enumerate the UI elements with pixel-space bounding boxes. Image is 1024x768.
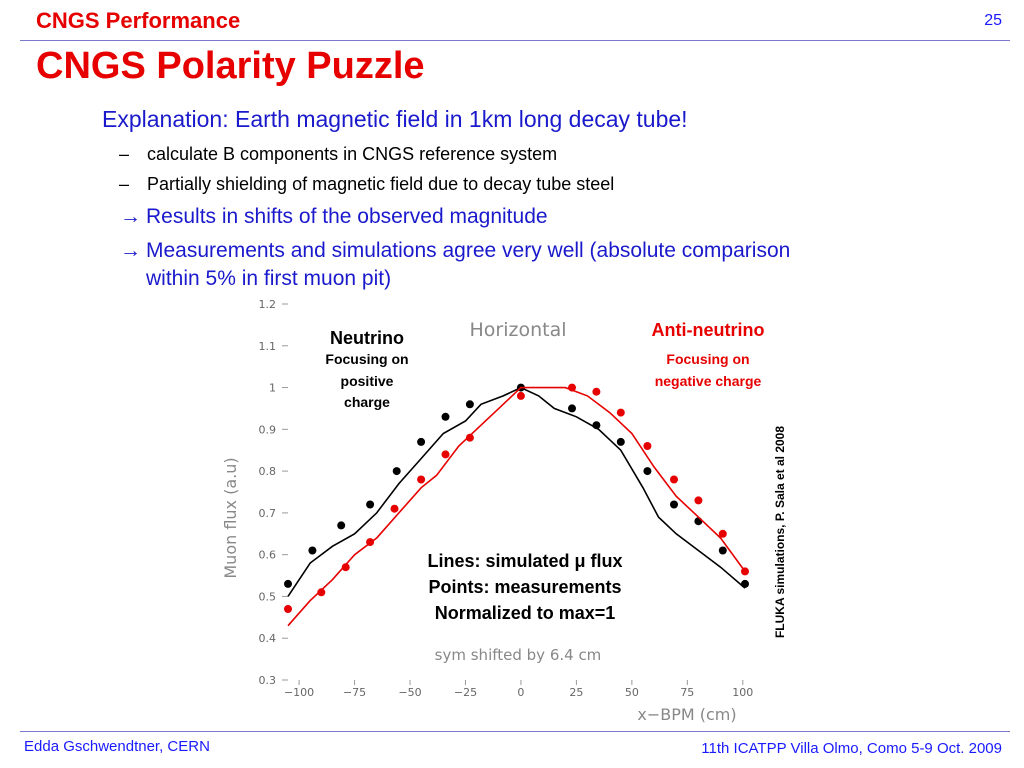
footer-divider — [20, 731, 1010, 732]
neutrino-label-title: Neutrino — [330, 328, 404, 348]
y-tick-label: 0.4 — [259, 632, 277, 645]
sub-bullet: – calculate B components in CNGS referen… — [119, 144, 558, 165]
slide-title: CNGS Polarity Puzzle — [36, 45, 425, 87]
neutrino-measurement-point — [337, 521, 346, 530]
anti-neutrino-measurement-point — [366, 538, 375, 547]
anti-neutrino-simulation-line — [287, 386, 746, 627]
chart-title: Horizontal — [469, 319, 566, 341]
x-tick-label: −100 — [284, 686, 314, 699]
neutrino-measurement-point — [643, 467, 652, 476]
anti-neutrino-measurement-point — [284, 605, 292, 613]
arrow-right-icon: → — [120, 239, 141, 262]
y-tick-label: 1 — [269, 382, 276, 395]
y-tick-label: 1.1 — [259, 340, 277, 353]
neutrino-measurement-point — [568, 404, 576, 413]
y-tick-label: 1.2 — [259, 298, 277, 311]
neutrino-measurement-point — [417, 437, 426, 446]
x-tick-label: −50 — [398, 686, 421, 699]
legend-line: Points: measurements — [428, 577, 621, 597]
x-tick-label: 0 — [517, 686, 524, 699]
section-title: CNGS Performance — [36, 8, 241, 33]
neutrino-measurement-point — [284, 579, 292, 588]
neutrino-measurement-point — [592, 421, 601, 430]
neutrino-label-line: positive — [341, 373, 394, 389]
arrow-bullet-text: Measurements and simulations agree very … — [146, 239, 791, 290]
x-tick-label: 50 — [625, 686, 639, 699]
anti-neutrino-measurement-point — [670, 475, 678, 484]
neutrino-measurement-point — [366, 500, 375, 509]
x-tick-label: 75 — [680, 686, 694, 699]
x-tick-label: −25 — [454, 686, 477, 699]
antineutrino-label-line: Focusing on — [666, 351, 749, 367]
neutrino-measurement-point — [694, 517, 703, 526]
footer-conference: 11th ICATPP Villa Olmo, Como 5-9 Oct. 20… — [701, 740, 1002, 757]
anti-neutrino-measurement-point — [317, 588, 326, 597]
arrow-right-icon: → — [120, 205, 141, 228]
muon-flux-chart: 0.3 0.4 0.5 0.6 0.7 0.8 0.9 1 1.1 1.2 −100 −75 −50 −2… — [221, 298, 787, 724]
arrow-bullet-text: Results in shifts of the observed magnit… — [146, 205, 548, 228]
arrow-bullet: → Measurements and simulations agree ver… — [120, 237, 826, 293]
sub-bullet-text: calculate B components in CNGS reference… — [147, 144, 558, 164]
y-tick-label: 0.6 — [259, 549, 277, 562]
y-tick-label: 0.9 — [259, 423, 277, 436]
y-tick-label: 0.7 — [259, 507, 277, 520]
shift-annotation: sym shifted by 6.4 cm — [435, 646, 602, 664]
neutrino-measurement-point — [670, 500, 678, 509]
footer-author: Edda Gschwendtner, CERN — [24, 738, 210, 755]
x-tick-label: 25 — [569, 686, 583, 699]
neutrino-measurement-point — [392, 467, 401, 476]
x-tick-label: −75 — [343, 686, 366, 699]
sub-bullet-text: Partially shielding of magnetic field du… — [147, 174, 615, 194]
legend-line: Lines: simulated μ flux — [427, 551, 622, 571]
anti-neutrino-measurement-point — [616, 408, 625, 417]
fluka-citation: FLUKA simulations, P. Sala et al 2008 — [773, 426, 787, 638]
arrow-bullet: → Results in shifts of the observed magn… — [120, 203, 548, 231]
neutrino-label-line: charge — [344, 394, 390, 410]
anti-neutrino-measurement-point — [592, 387, 601, 396]
dash-glyph: – — [119, 144, 130, 164]
y-tick-label: 0.8 — [259, 465, 277, 478]
anti-neutrino-measurement-point — [341, 563, 350, 572]
neutrino-measurement-point — [441, 412, 450, 421]
antineutrino-label-title: Anti-neutrino — [652, 320, 765, 340]
anti-neutrino-measurement-point — [417, 475, 426, 484]
dash-glyph: – — [119, 174, 130, 194]
anti-neutrino-measurement-point — [465, 433, 474, 442]
neutrino-measurement-point — [616, 437, 625, 446]
y-tick-label: 0.5 — [259, 590, 277, 603]
y-axis-label: Muon flux (a.u) — [221, 457, 240, 578]
anti-neutrino-measurement-point — [643, 442, 652, 450]
anti-neutrino-measurement-point — [441, 450, 450, 459]
anti-neutrino-measurement-point — [516, 391, 525, 400]
anti-neutrino-measurement-point — [694, 496, 703, 505]
sub-bullet: – Partially shielding of magnetic field … — [119, 174, 615, 195]
neutrino-measurement-point — [308, 546, 317, 555]
antineutrino-label-line: negative charge — [655, 373, 762, 389]
neutrino-measurement-point — [741, 579, 749, 588]
y-tick-label: 0.3 — [259, 674, 277, 687]
header-divider — [20, 40, 1010, 41]
legend-line: Normalized to max=1 — [435, 603, 616, 623]
anti-neutrino-measurement-point — [568, 383, 576, 392]
lead-bullet: Explanation: Earth magnetic field in 1km… — [102, 106, 688, 132]
anti-neutrino-measurement-point — [390, 504, 399, 513]
page-number: 25 — [984, 12, 1002, 29]
x-axis-label: x−BPM (cm) — [637, 705, 736, 724]
anti-neutrino-measurement-point — [718, 529, 727, 538]
anti-neutrino-measurement-point — [741, 567, 749, 576]
neutrino-label-line: Focusing on — [325, 351, 408, 367]
x-tick-label: 100 — [732, 686, 753, 699]
neutrino-measurement-point — [465, 400, 474, 409]
neutrino-measurement-point — [718, 546, 727, 555]
